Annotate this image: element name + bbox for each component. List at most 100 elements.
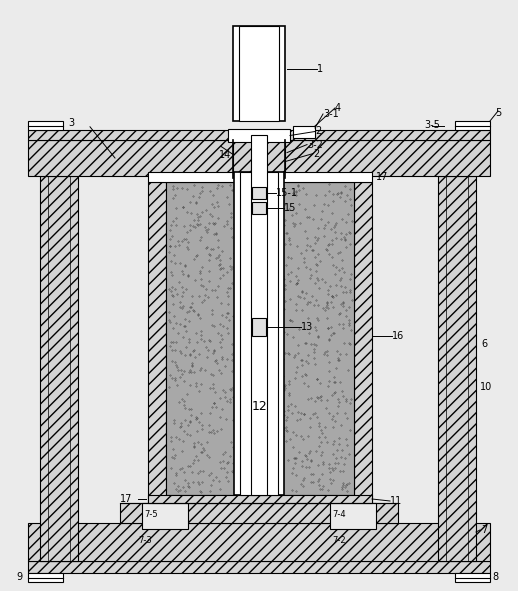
Point	[261, 207, 269, 217]
Point	[338, 445, 346, 454]
Point	[181, 475, 190, 485]
Point	[198, 262, 207, 272]
Point	[309, 214, 318, 223]
Point	[329, 423, 337, 432]
Point	[287, 485, 296, 494]
Point	[166, 235, 174, 244]
Point	[215, 457, 224, 466]
Point	[318, 206, 326, 216]
Point	[209, 190, 217, 200]
Point	[342, 242, 351, 252]
Point	[301, 189, 310, 199]
Point	[286, 239, 294, 249]
Point	[311, 396, 319, 405]
Point	[296, 414, 304, 424]
Point	[315, 256, 324, 265]
Point	[279, 431, 287, 441]
Point	[192, 197, 200, 207]
Bar	[330, 503, 376, 529]
Point	[231, 441, 239, 451]
Point	[284, 233, 293, 243]
Point	[251, 343, 260, 353]
Point	[225, 261, 234, 271]
Point	[336, 467, 344, 476]
Point	[335, 398, 343, 407]
Point	[167, 436, 176, 446]
Point	[263, 359, 271, 368]
Point	[190, 255, 198, 264]
Point	[195, 417, 204, 427]
Point	[190, 367, 198, 376]
Point	[219, 270, 227, 280]
Point	[227, 385, 235, 394]
Text: 12: 12	[252, 400, 268, 413]
Point	[304, 394, 312, 403]
Point	[295, 447, 304, 457]
Point	[263, 470, 271, 479]
Point	[257, 241, 266, 251]
Point	[333, 346, 341, 355]
Point	[331, 269, 339, 278]
Point	[178, 463, 186, 473]
Point	[224, 309, 232, 318]
Point	[306, 297, 314, 306]
Point	[242, 407, 250, 417]
Point	[329, 466, 337, 475]
Point	[298, 456, 306, 465]
Point	[228, 366, 236, 376]
Point	[311, 278, 319, 288]
Point	[276, 262, 284, 271]
Point	[232, 298, 240, 308]
Point	[221, 362, 229, 371]
Point	[320, 231, 328, 241]
Point	[170, 311, 178, 321]
Point	[346, 194, 354, 204]
Point	[244, 441, 252, 451]
Point	[260, 282, 268, 291]
Point	[312, 296, 321, 305]
Point	[311, 232, 319, 242]
Point	[266, 356, 275, 366]
Point	[268, 287, 276, 297]
Point	[192, 199, 200, 208]
Point	[214, 252, 222, 261]
Point	[195, 386, 203, 395]
Point	[206, 384, 214, 393]
Point	[338, 387, 346, 396]
Point	[261, 325, 269, 335]
Point	[233, 246, 241, 256]
Point	[280, 220, 289, 229]
Point	[198, 477, 207, 486]
Point	[339, 319, 347, 329]
Point	[215, 476, 223, 485]
Point	[211, 229, 220, 238]
Point	[213, 328, 222, 337]
Point	[330, 377, 339, 387]
Point	[230, 466, 238, 475]
Point	[241, 457, 249, 467]
Point	[203, 437, 211, 447]
Point	[301, 369, 309, 379]
Point	[184, 481, 193, 491]
Point	[217, 263, 225, 272]
Point	[338, 215, 346, 224]
Point	[284, 456, 292, 465]
Point	[274, 473, 282, 483]
Point	[291, 374, 299, 383]
Point	[290, 453, 298, 462]
Point	[174, 237, 182, 246]
Point	[202, 226, 210, 235]
Point	[280, 423, 289, 433]
Point	[306, 423, 314, 432]
Point	[219, 449, 227, 459]
Bar	[28, 523, 490, 561]
Point	[179, 482, 187, 491]
Point	[177, 365, 185, 374]
Point	[318, 469, 326, 478]
Point	[292, 368, 300, 377]
Point	[176, 303, 184, 312]
Point	[297, 408, 305, 418]
Point	[208, 384, 217, 393]
Point	[209, 245, 218, 254]
Point	[199, 466, 208, 476]
